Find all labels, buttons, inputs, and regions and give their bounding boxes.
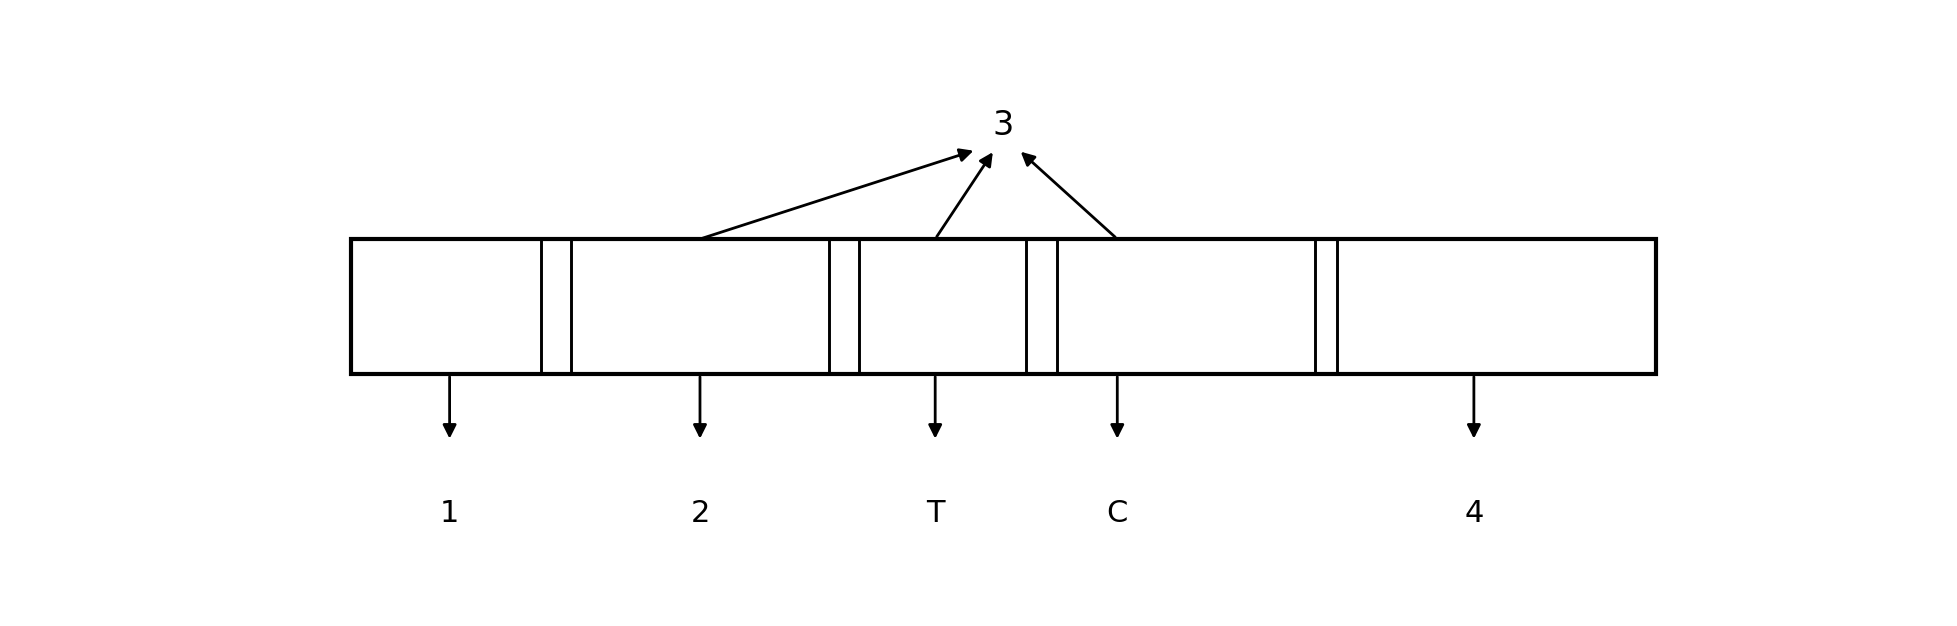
Text: C: C bbox=[1106, 500, 1127, 528]
Text: 4: 4 bbox=[1464, 500, 1483, 528]
Text: T: T bbox=[926, 500, 943, 528]
Bar bbox=[350, 239, 1656, 374]
Text: 1: 1 bbox=[440, 500, 460, 528]
Text: 3: 3 bbox=[992, 109, 1014, 142]
Text: 2: 2 bbox=[691, 500, 708, 528]
